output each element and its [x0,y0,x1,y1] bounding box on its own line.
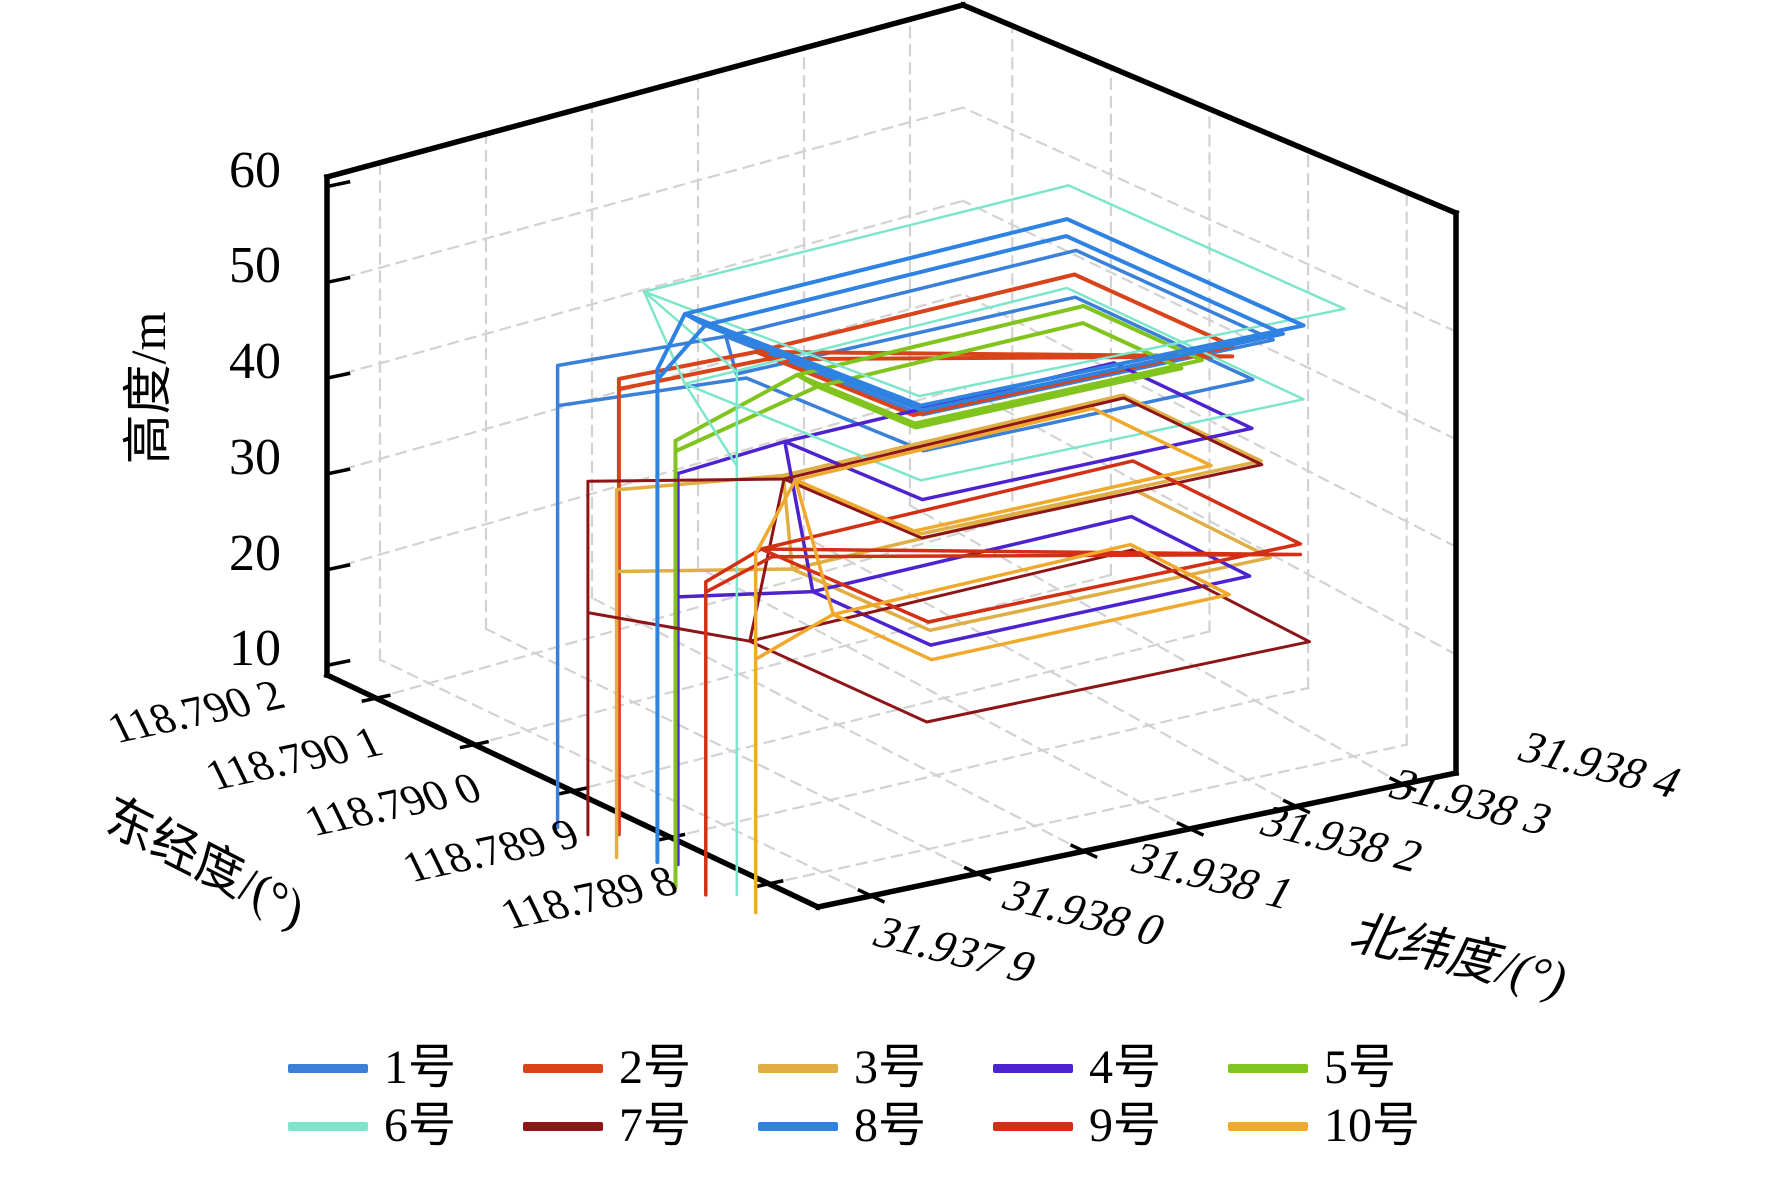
z-tick-label: 50 [229,237,281,295]
grid-line [961,106,1458,333]
legend-label: 2号 [619,1041,692,1094]
grid-line [374,516,1014,700]
legend-line-swatch [1228,1121,1308,1131]
grid-line [325,199,965,380]
legend-item-2号: 2号 [523,1044,758,1092]
legend-item-4号: 4号 [993,1044,1228,1092]
z-tick-label: 60 [229,141,281,199]
legend-line-swatch [1228,1063,1308,1073]
legend-label: 1号 [384,1041,457,1094]
legend-line-swatch [758,1063,838,1073]
box-edge [814,769,1460,911]
z-tick-label: 10 [229,620,281,678]
legend-label: 10号 [1324,1099,1421,1152]
legend-line-swatch [523,1063,603,1073]
y-tick-mark [963,865,992,882]
grid-line [325,386,965,572]
z-tick-mark [324,563,351,572]
legend-line-swatch [288,1063,368,1073]
x-tick-mark [754,879,784,889]
grid-line [571,630,1211,793]
z-tick-label: 30 [229,428,281,486]
z-tick-mark [324,179,351,189]
legend-label: 3号 [854,1041,927,1094]
legend-label: 8号 [854,1099,927,1152]
box-edge [959,1,1460,217]
legend-label: 5号 [1324,1041,1397,1094]
grid-line [669,686,1310,839]
y-tick-mark [1069,843,1098,860]
trajectory-10号 [753,406,1231,915]
x-tick-mark [361,693,391,703]
x-tick-mark [557,786,588,796]
trajectory-8号 [655,217,1306,865]
legend-label: 7号 [619,1099,692,1152]
legend-item-3号: 3号 [758,1044,993,1092]
trajectory-4号 [676,361,1254,867]
legend-item-5号: 5号 [1228,1044,1463,1092]
z-tick-mark [324,371,351,381]
legend-item-1号: 1号 [288,1044,523,1092]
z-tick-mark [324,658,351,668]
trajectory-5号 [673,304,1204,890]
z-axis-label: 高度/m [120,311,176,465]
trajectory-9号 [704,459,1303,897]
z-tick-mark [324,467,351,476]
grid-line [325,106,965,284]
y-tick-mark [857,887,886,904]
grid-line [767,743,1409,886]
legend-label: 4号 [1089,1041,1162,1094]
z-tick-label: 40 [229,333,281,391]
y-tick-mark [1282,798,1311,815]
legend-item-7号: 7号 [523,1102,758,1150]
legend: 1号 2号 3号 4号 5号 6号 7号 8号 9号 10号 [288,1044,1463,1150]
legend-row-1: 1号 2号 3号 4号 5号 [288,1044,1463,1092]
grid-line [961,199,1458,441]
legend-label: 6号 [384,1099,457,1152]
box-edge [323,1,967,181]
legend-line-swatch [523,1121,603,1131]
z-tick-label: 20 [229,524,281,582]
trajectory-6号 [642,184,1346,897]
legend-label: 9号 [1089,1099,1162,1152]
legend-item-6号: 6号 [288,1102,523,1150]
z-tick-mark [324,275,351,285]
legend-row-2: 6号 7号 8号 9号 10号 [288,1102,1463,1150]
legend-line-swatch [288,1121,368,1131]
legend-line-swatch [993,1063,1073,1073]
trajectory-3号 [614,393,1272,860]
legend-line-swatch [993,1121,1073,1131]
x-tick-mark [459,739,490,750]
trajectory-2号 [616,272,1235,837]
legend-item-8号: 8号 [758,1102,993,1150]
grid-line [961,385,1458,656]
legend-item-10号: 10号 [1228,1102,1463,1150]
legend-line-swatch [758,1121,838,1131]
legend-item-9号: 9号 [993,1102,1228,1150]
y-tick-mark [1388,776,1417,793]
y-tick-mark [1176,820,1205,837]
